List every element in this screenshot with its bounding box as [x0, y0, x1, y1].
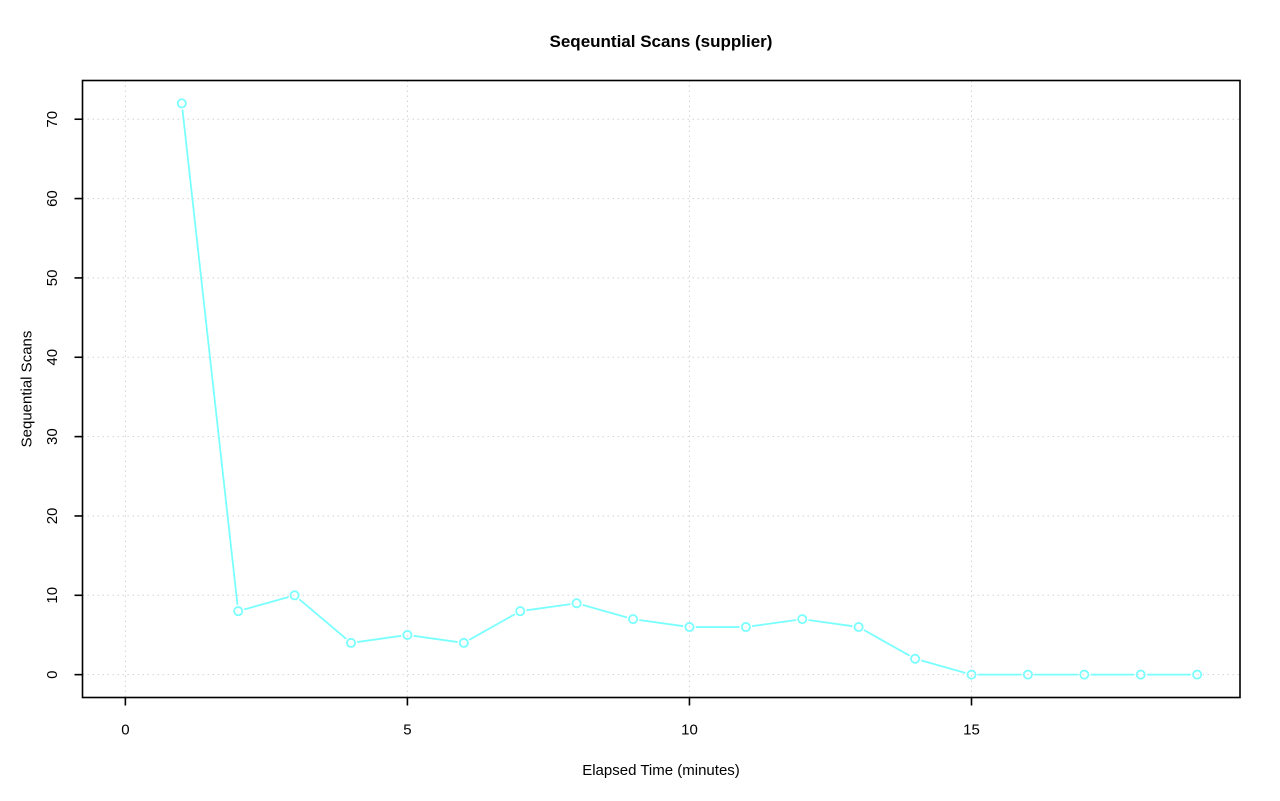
y-tick-label: 40	[44, 349, 61, 366]
series-line-segment	[357, 635, 402, 643]
y-tick-label: 30	[44, 428, 61, 445]
data-point-marker	[684, 622, 695, 633]
data-point-marker	[571, 598, 582, 609]
data-point-marker	[458, 637, 469, 648]
series-line-segment	[413, 635, 458, 643]
y-tick-label: 70	[44, 111, 61, 128]
data-point-marker	[176, 98, 187, 109]
series-line-segment	[582, 604, 628, 619]
data-point-marker	[402, 629, 413, 640]
series-line-segment	[244, 596, 289, 611]
y-tick-label: 60	[44, 190, 61, 207]
y-tick-label: 0	[44, 670, 61, 678]
data-point-marker	[797, 614, 808, 625]
series-line-segment	[299, 598, 347, 640]
x-tick-label: 10	[681, 722, 698, 739]
data-point-marker	[515, 606, 526, 617]
x-axis-label: Elapsed Time (minutes)	[582, 762, 740, 779]
data-point-marker	[1192, 669, 1203, 680]
y-tick-label: 20	[44, 508, 61, 525]
plot-frame	[81, 79, 1241, 699]
series-line-segment	[808, 619, 853, 627]
data-point-marker	[740, 622, 751, 633]
data-point-marker	[1135, 669, 1146, 680]
series-line-segment	[751, 619, 797, 627]
series-line-segment	[863, 629, 910, 657]
series-line-segment	[920, 659, 966, 674]
x-tick-label: 15	[963, 722, 980, 739]
data-point-marker	[289, 590, 300, 601]
data-point-marker	[346, 637, 357, 648]
data-point-marker	[966, 669, 977, 680]
y-tick-label: 50	[44, 270, 61, 287]
data-point-marker	[1079, 669, 1090, 680]
data-point-marker	[1022, 669, 1033, 680]
data-point-marker	[910, 653, 921, 664]
series-line-segment	[639, 619, 684, 627]
data-point-marker	[853, 622, 864, 633]
data-point-marker	[628, 614, 639, 625]
y-tick-label: 10	[44, 587, 61, 604]
data-point-marker	[233, 606, 244, 617]
series-line-segment	[181, 109, 239, 606]
series-line-segment	[469, 613, 516, 641]
x-tick-label: 5	[403, 722, 411, 739]
y-axis-label: Sequential Scans	[18, 330, 36, 448]
series-line-segment	[526, 603, 571, 612]
x-tick-label: 0	[121, 722, 129, 739]
chart-title: Seqeuntial Scans (supplier)	[549, 32, 773, 51]
